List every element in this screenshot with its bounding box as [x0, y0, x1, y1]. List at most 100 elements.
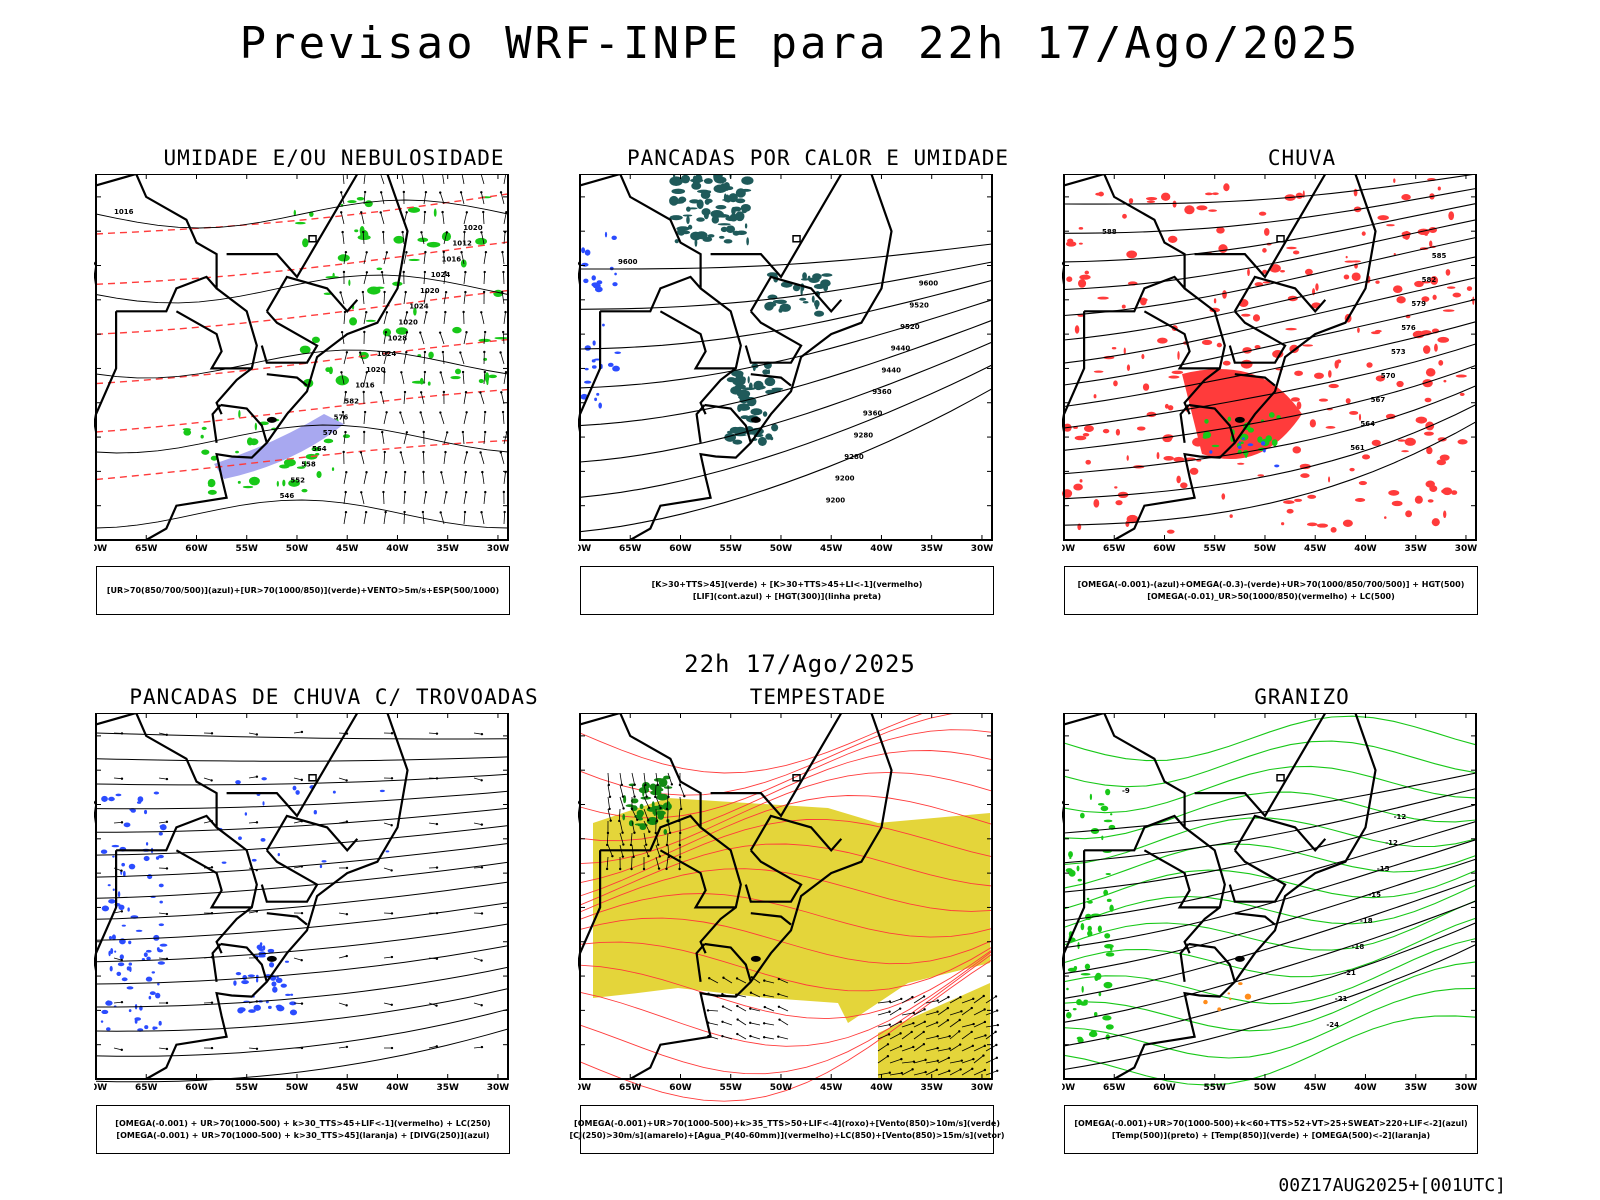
- lon-tick-label: 70W: [94, 544, 107, 554]
- contour-label: 582: [344, 397, 359, 405]
- lon-tick-label: 35W: [1404, 1083, 1427, 1093]
- contour-label: -21: [1343, 969, 1356, 977]
- weather-map: 58858558257957657357056756456112S15S18S2…: [1062, 174, 1478, 554]
- legend-line: [OMEGA(-0.001)+UR>70(1000-500)+k<60+TTS>…: [1074, 1118, 1468, 1128]
- contour-label: -18: [1352, 943, 1365, 951]
- wind-vectors: [706, 976, 789, 1040]
- shaded-area: [1203, 982, 1252, 1012]
- map-legend: [OMEGA(-0.001)+UR>70(1000-500)+k>35_TTS>…: [569, 1105, 1005, 1154]
- contour-label: 546: [280, 492, 295, 500]
- contour-label: -15: [1377, 865, 1390, 873]
- lon-tick-label: 40W: [870, 1083, 893, 1093]
- contour-label: 9600: [618, 258, 638, 266]
- panel-chuva: CHUVA 58858558257957657357056756456112S1…: [1062, 146, 1542, 616]
- contour-lines: [579, 713, 993, 1102]
- lon-tick-label: 50W: [770, 1083, 793, 1093]
- contour-label: 9280: [854, 431, 874, 439]
- lon-tick-label: 40W: [1354, 544, 1377, 554]
- contour-lines: [1063, 772, 1477, 1071]
- lon-tick-label: 55W: [1204, 544, 1227, 554]
- lon-tick-label: 40W: [386, 1083, 409, 1093]
- lon-tick-label: 55W: [1204, 1083, 1227, 1093]
- contour-label: 1020: [463, 224, 483, 232]
- lon-tick-label: 60W: [185, 544, 208, 554]
- contour-label: 1016: [114, 208, 134, 216]
- contour-label: 585: [1432, 252, 1447, 260]
- lon-tick-label: 50W: [286, 1083, 309, 1093]
- contour-label: 1016: [355, 382, 375, 390]
- contour-label: -24: [1326, 1021, 1339, 1029]
- page-title: Previsao WRF-INPE para 22h 17/Ago/2025: [239, 18, 1361, 69]
- panel-granizo: GRANIZO -9-12-12-15-15-18-18-21-21-2412S…: [1062, 685, 1542, 1155]
- panel-tempestade: TEMPESTADE 12S15S18S21S24S27S30S33S36S39…: [569, 685, 1058, 1155]
- lon-tick-label: 70W: [1062, 1083, 1075, 1093]
- shaded-area: [100, 791, 168, 1032]
- panel-title: PANCADAS DE CHUVA C/ TROVOADAS: [129, 685, 539, 709]
- lon-tick-label: 40W: [870, 544, 893, 554]
- panel-title: CHUVA: [1267, 146, 1337, 170]
- lon-tick-label: 65W: [1103, 1083, 1126, 1093]
- contour-label: 9280: [844, 453, 864, 461]
- lon-tick-label: 65W: [619, 544, 642, 554]
- contour-label: -9: [1122, 787, 1130, 795]
- contour-label: 570: [1381, 372, 1396, 380]
- contour-label: 9360: [863, 410, 883, 418]
- contour-label: 9440: [891, 345, 911, 353]
- lon-tick-label: 55W: [236, 1083, 259, 1093]
- lon-tick-label: 30W: [971, 544, 994, 554]
- contour-label: 564: [1360, 420, 1375, 428]
- contour-label: 552: [290, 476, 305, 484]
- lon-tick-label: 35W: [436, 544, 459, 554]
- wind-vectors: [339, 174, 509, 525]
- contour-label: -18: [1360, 917, 1373, 925]
- contour-label: 1020: [420, 287, 440, 295]
- legend-line: [CJ(250)>30m/s](amarelo)+[Agua_P(40-60mm…: [569, 1130, 1005, 1140]
- lon-tick-label: 55W: [236, 544, 259, 554]
- lon-tick-label: 45W: [820, 544, 843, 554]
- shaded-area: [217, 777, 390, 869]
- contour-label: -15: [1368, 891, 1381, 899]
- panel-title: PANCADAS POR CALOR E UMIDADE: [626, 146, 1009, 170]
- lon-tick-label: 60W: [669, 1083, 692, 1093]
- lon-tick-label: 60W: [1153, 544, 1176, 554]
- contour-label: 1020: [366, 366, 386, 374]
- contour-label: 573: [1391, 348, 1406, 356]
- legend-line: [Temp(500)](preto) + [Temp(850)](verde) …: [1111, 1130, 1431, 1140]
- contour-label: 9600: [919, 280, 939, 288]
- contour-label: 1028: [388, 334, 408, 342]
- lon-tick-label: 30W: [487, 544, 510, 554]
- panel-umidade: UMIDADE E/OU NEBULOSIDADE 1016 1020 1012 10…: [94, 146, 574, 616]
- lon-tick-label: 70W: [578, 1083, 591, 1093]
- lon-tick-label: 70W: [1062, 544, 1075, 554]
- contour-label: 1016: [442, 255, 462, 263]
- map-legend: [OMEGA(-0.001)+UR>70(1000-500)+k<60+TTS>…: [1064, 1105, 1478, 1154]
- lon-tick-label: 45W: [820, 1083, 843, 1093]
- contour-label: -12: [1385, 839, 1398, 847]
- lon-tick-label: 50W: [770, 544, 793, 554]
- lon-tick-label: 30W: [971, 1083, 994, 1093]
- legend-line: [OMEGA(-0.001)-(azul)+OMEGA(-0.3)-(verde…: [1077, 579, 1465, 589]
- lon-tick-label: 70W: [578, 544, 591, 554]
- contour-label: 9200: [835, 475, 855, 483]
- legend-line: [UR>70(850/700/500)](azul)+[UR>70(1000/8…: [106, 585, 500, 595]
- lon-tick-label: 35W: [920, 544, 943, 554]
- legend-line: [OMEGA(-0.001) + UR>70(1000-500) + k>30_…: [115, 1118, 491, 1128]
- lon-tick-label: 55W: [720, 544, 743, 554]
- contour-label: 9520: [909, 301, 929, 309]
- map-legend: [UR>70(850/700/500)](azul)+[UR>70(1000/8…: [96, 566, 510, 615]
- contour-lines: [95, 199, 509, 529]
- lon-tick-label: 30W: [1455, 544, 1478, 554]
- legend-line: [OMEGA(-0.01)_UR>50(1000/850)(vermelho) …: [1147, 591, 1395, 601]
- lon-tick-label: 50W: [1254, 1083, 1277, 1093]
- map-legend: [OMEGA(-0.001) + UR>70(1000-500) + k>30_…: [96, 1105, 510, 1154]
- lon-tick-label: 65W: [135, 1083, 158, 1093]
- lon-tick-label: 65W: [135, 544, 158, 554]
- panel-pancadas-calor: PANCADAS POR CALOR E UMIDADE 9600 9600 952…: [578, 146, 1058, 616]
- weather-map: 9600 9600 9520 9520 9440 9440 9360 9360 9280 9280…: [578, 174, 994, 554]
- panel-pancadas-trovoadas: PANCADAS DE CHUVA C/ TROVOADAS 12S15S18S…: [94, 685, 574, 1155]
- contour-label: 588: [1102, 228, 1117, 236]
- legend-line: [OMEGA(-0.001) + UR>70(1000-500) + k>30_…: [116, 1130, 490, 1140]
- forecast-time-label: 22h 17/Ago/2025: [684, 650, 916, 678]
- lon-tick-label: 40W: [386, 544, 409, 554]
- lon-tick-label: 35W: [436, 1083, 459, 1093]
